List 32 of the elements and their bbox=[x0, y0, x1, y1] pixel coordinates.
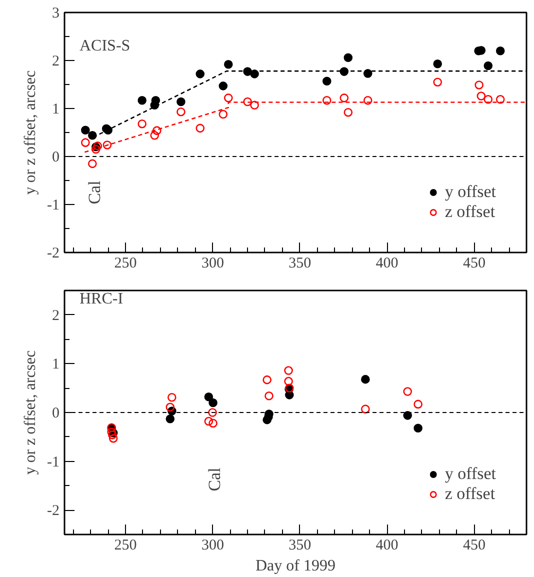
x-tick-label: 250 bbox=[114, 256, 137, 272]
legend-label: y offset bbox=[444, 182, 496, 202]
x-tick-label: 300 bbox=[201, 256, 224, 272]
x-tick-label: 400 bbox=[376, 256, 398, 272]
y-tick-label: 1 bbox=[52, 356, 60, 373]
x-tick-label: 250 bbox=[114, 538, 137, 554]
x-tick-label: 450 bbox=[462, 538, 486, 554]
y-tick-label: 1 bbox=[52, 102, 60, 118]
x-tick-label: 450 bbox=[462, 256, 486, 272]
x-tick-label: 350 bbox=[288, 538, 312, 554]
annotation: ACIS-S bbox=[80, 38, 130, 54]
x-tick-label: 400 bbox=[376, 538, 398, 554]
annotation: Cal bbox=[205, 467, 224, 492]
legend-label: y offset bbox=[444, 464, 496, 484]
y-tick-label: -2 bbox=[47, 503, 60, 520]
y-tick-label: 2 bbox=[52, 54, 60, 70]
annotation: Cal bbox=[85, 180, 104, 204]
y-tick-label: 2 bbox=[52, 308, 60, 324]
y-tick-label: 0 bbox=[52, 406, 60, 422]
y-tick-label: -1 bbox=[47, 454, 60, 470]
legend-label: z offset bbox=[444, 202, 496, 222]
y-tick-label: 0 bbox=[52, 150, 60, 166]
y-axis-title: y or z offset, arcsec bbox=[22, 350, 40, 475]
x-axis-title: Day of 1999 bbox=[256, 558, 336, 574]
legend-label: z offset bbox=[444, 484, 496, 504]
y-axis-title: y or z offset, arcsec bbox=[22, 70, 40, 195]
y-tick-label: -2 bbox=[47, 246, 60, 262]
y-tick-label: -1 bbox=[47, 198, 60, 214]
annotation: HRC-I bbox=[80, 290, 124, 308]
x-tick-label: 350 bbox=[288, 256, 312, 272]
y-tick-label: 3 bbox=[52, 6, 60, 22]
x-tick-label: 300 bbox=[201, 538, 224, 554]
